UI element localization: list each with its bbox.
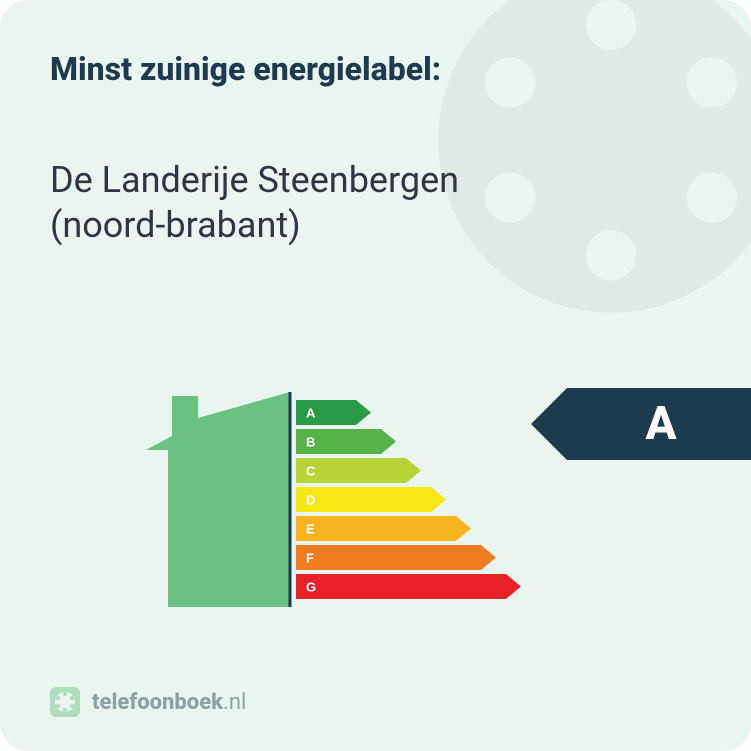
energy-bar-letter-d: D [306, 493, 315, 508]
energy-bar-f [296, 545, 496, 570]
energy-bar-letter-c: C [306, 464, 316, 479]
footer-brand: telefoonboek.nl [50, 687, 246, 717]
energy-bar-letter-f: F [306, 551, 314, 566]
card-heading: Minst zuinige energielabel: [50, 50, 701, 88]
footer-brand-text: telefoonboek.nl [92, 690, 246, 715]
energy-bar-letter-g: G [306, 580, 316, 595]
card-subtitle: De Landerije Steenbergen (noord-brabant) [50, 158, 701, 248]
energy-bar-letter-a: A [306, 406, 316, 421]
energy-label-graphic: ABCDEFG [140, 380, 570, 640]
energy-bar-e [296, 516, 471, 541]
subtitle-line-2: (noord-brabant) [50, 204, 301, 246]
energy-bar-d [296, 487, 446, 512]
footer-brand-name: telefoonboek [92, 690, 223, 715]
energy-label-card: Minst zuinige energielabel: De Landerije… [0, 0, 751, 751]
energy-bar-letter-e: E [306, 522, 315, 537]
subtitle-line-1: De Landerije Steenbergen [50, 159, 459, 201]
selected-label-badge: A [531, 388, 751, 460]
footer-logo-icon [50, 687, 80, 717]
energy-bar-letter-b: B [306, 435, 315, 450]
energy-bar-g [296, 574, 521, 599]
house-silhouette [146, 392, 290, 607]
footer-brand-tld: .nl [223, 690, 246, 715]
selected-label-letter: A [531, 388, 751, 460]
